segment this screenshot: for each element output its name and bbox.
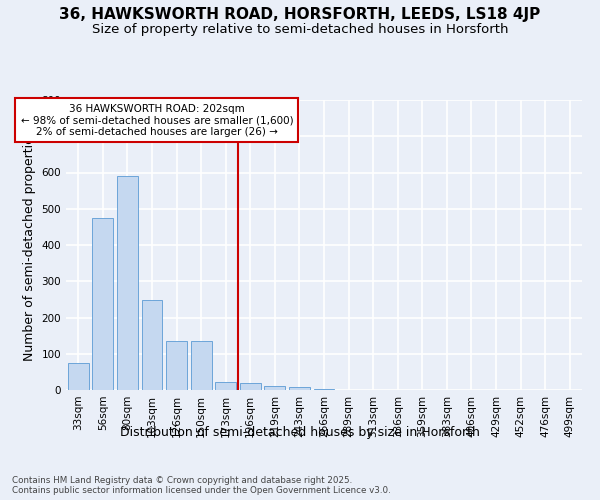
Bar <box>240 384 261 390</box>
Bar <box>68 363 89 390</box>
Bar <box>117 176 138 390</box>
Bar <box>191 341 212 390</box>
Text: 36, HAWKSWORTH ROAD, HORSFORTH, LEEDS, LS18 4JP: 36, HAWKSWORTH ROAD, HORSFORTH, LEEDS, L… <box>59 8 541 22</box>
Bar <box>166 341 187 390</box>
Bar <box>142 300 163 390</box>
Text: Contains HM Land Registry data © Crown copyright and database right 2025.
Contai: Contains HM Land Registry data © Crown c… <box>12 476 391 495</box>
Text: Distribution of semi-detached houses by size in Horsforth: Distribution of semi-detached houses by … <box>120 426 480 439</box>
Bar <box>289 388 310 390</box>
Bar <box>215 382 236 390</box>
Y-axis label: Number of semi-detached properties: Number of semi-detached properties <box>23 130 36 360</box>
Bar <box>92 218 113 390</box>
Text: Size of property relative to semi-detached houses in Horsforth: Size of property relative to semi-detach… <box>92 23 508 36</box>
Bar <box>265 386 286 390</box>
Text: 36 HAWKSWORTH ROAD: 202sqm
← 98% of semi-detached houses are smaller (1,600)
2% : 36 HAWKSWORTH ROAD: 202sqm ← 98% of semi… <box>20 104 293 137</box>
